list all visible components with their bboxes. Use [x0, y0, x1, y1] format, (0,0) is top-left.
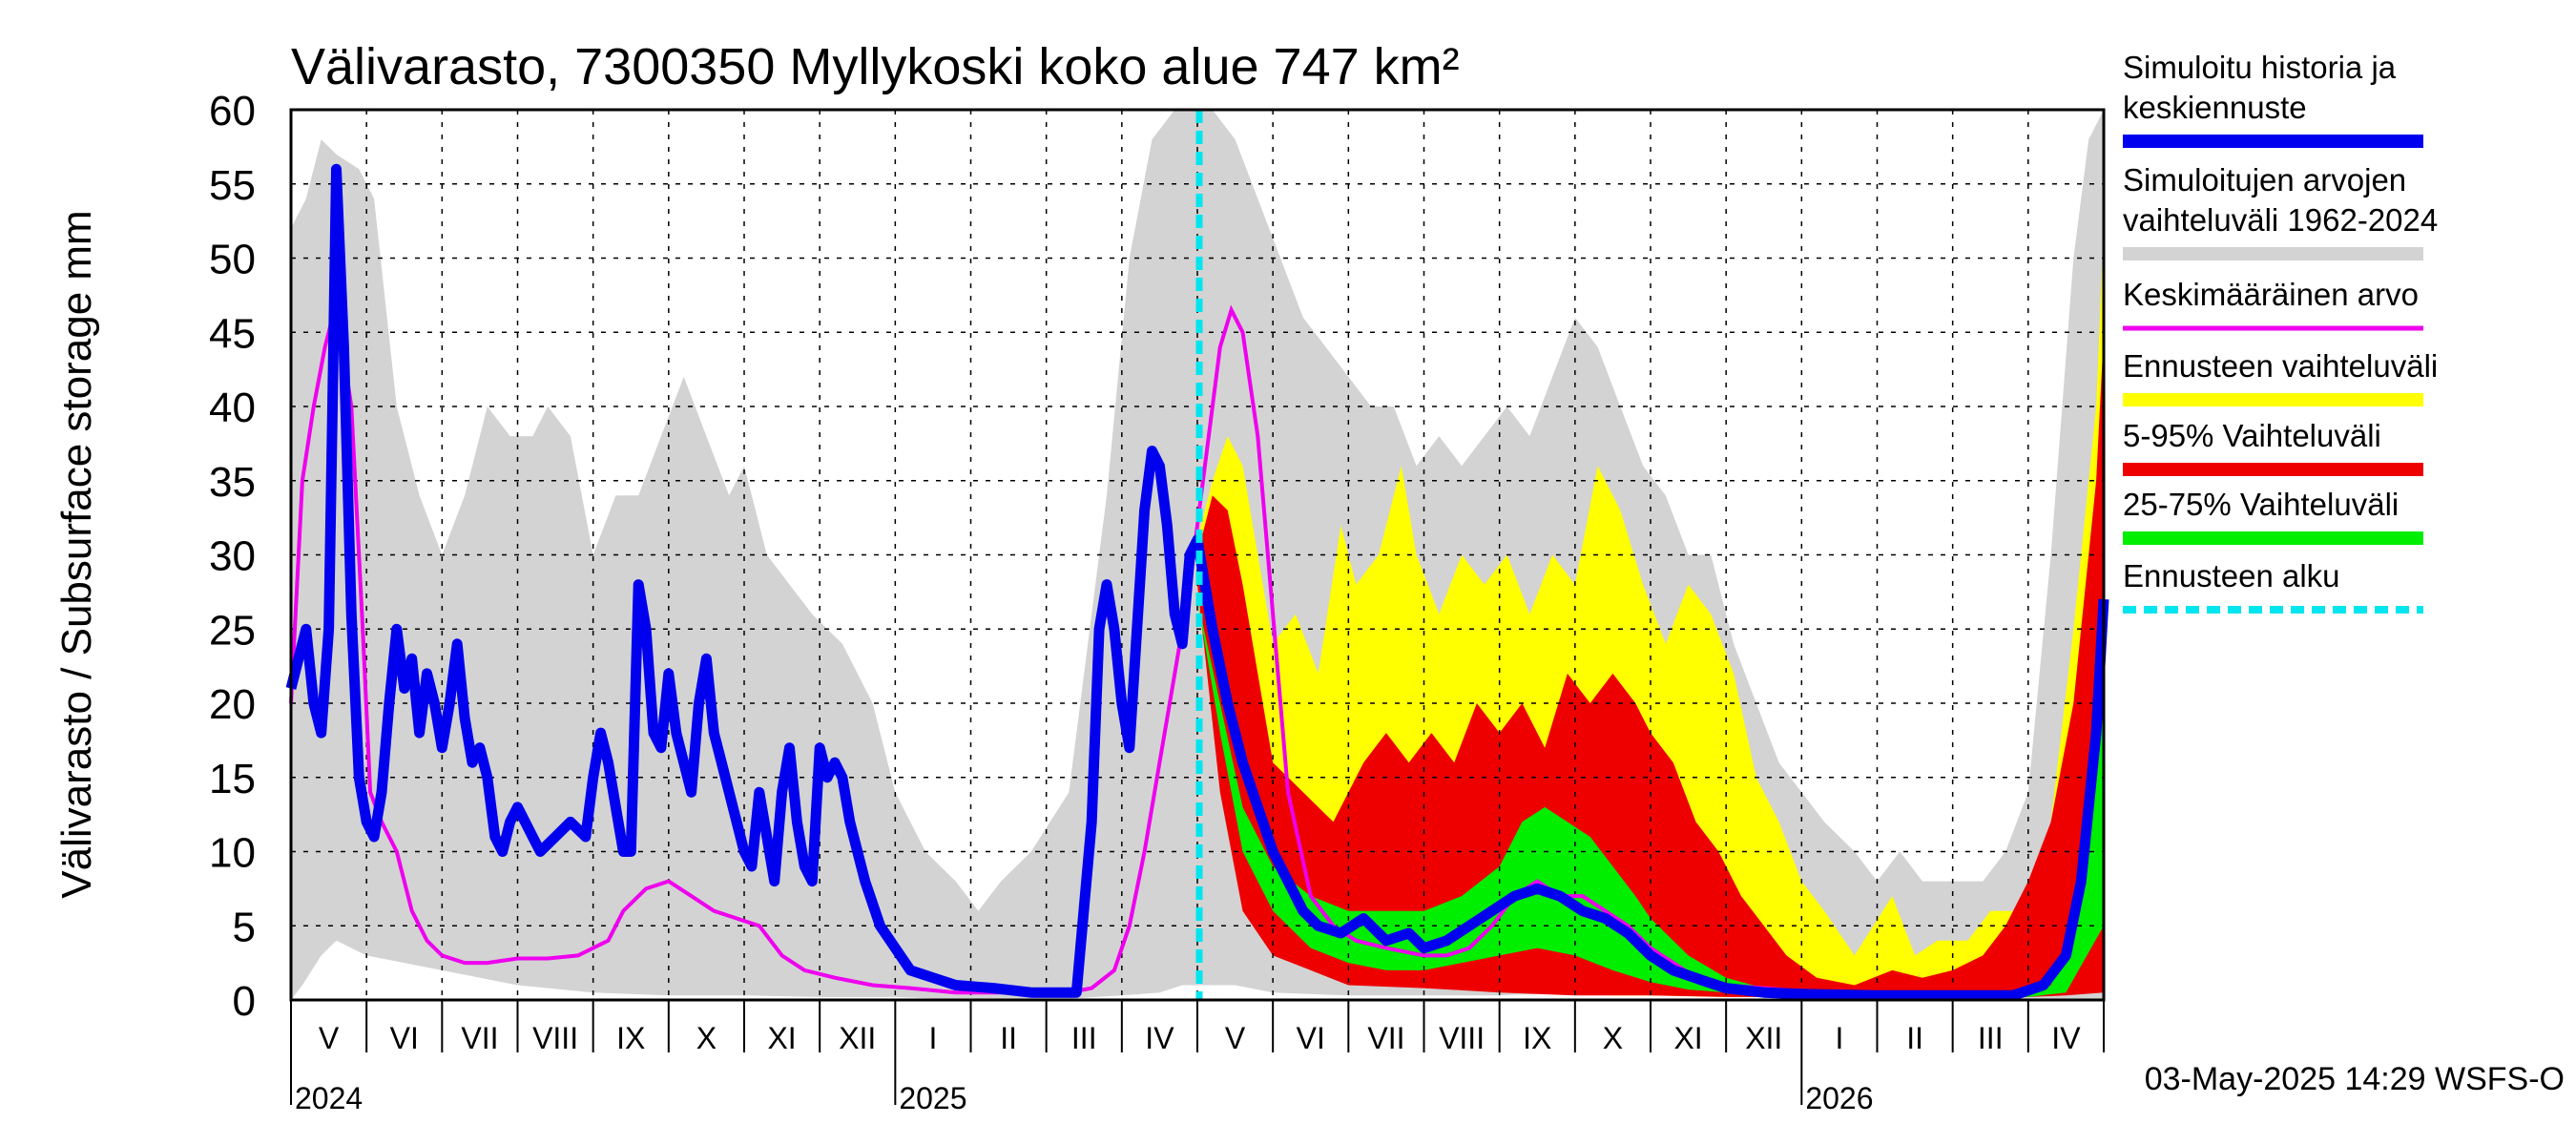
- mean-value-line: [289, 304, 2106, 995]
- y-tick-label: 25: [209, 607, 256, 654]
- month-label: XI: [767, 1021, 796, 1055]
- y-tick-label: 30: [209, 533, 256, 580]
- legend-label: keskiennuste: [2123, 90, 2307, 125]
- legend-label: Keskimääräinen arvo: [2123, 277, 2419, 312]
- month-label: X: [696, 1021, 717, 1055]
- month-label: II: [1000, 1021, 1017, 1055]
- y-tick-label: 20: [209, 681, 256, 728]
- legend-label: vaihteluväli 1962-2024: [2123, 202, 2438, 238]
- legend: Simuloitu historia ja keskiennuste Simuloi…: [2123, 50, 2438, 614]
- y-tick-label: 50: [209, 237, 256, 283]
- y-tick-label: 45: [209, 310, 256, 357]
- month-label: III: [1978, 1021, 2004, 1055]
- legend-label: 5-95% Vaihteluväli: [2123, 418, 2381, 453]
- y-tick-label: 15: [209, 756, 256, 802]
- y-axis: 0 5 10 15 20 25 30 35 40 45 50 55 60: [209, 88, 256, 1025]
- month-label: VI: [390, 1021, 419, 1055]
- year-label: 2025: [899, 1081, 966, 1115]
- y-tick-label: 5: [233, 904, 256, 950]
- legend-label: Ennusteen vaihteluväli: [2123, 348, 2438, 384]
- legend-label: Ennusteen alku: [2123, 558, 2340, 593]
- y-axis-label: Välivarasto / Subsurface storage mm: [53, 210, 100, 898]
- year-label: 2024: [295, 1081, 363, 1115]
- x-axis: V VI VII VIII IX X XI XII I II III IV V VI VII VIII IX X X…: [290, 1000, 2105, 1115]
- y-tick-label: 40: [209, 385, 256, 431]
- month-label: VII: [1367, 1021, 1404, 1055]
- y-tick-label: 0: [233, 978, 256, 1025]
- month-label: IV: [2051, 1021, 2081, 1055]
- month-label: X: [1603, 1021, 1623, 1055]
- month-label: VII: [461, 1021, 498, 1055]
- legend-label: Simuloitu historia ja: [2123, 50, 2397, 85]
- legend-label: 25-75% Vaihteluväli: [2123, 487, 2399, 522]
- month-label: VI: [1297, 1021, 1325, 1055]
- legend-label: Simuloitujen arvojen: [2123, 162, 2406, 198]
- series-lines: [285, 163, 2109, 1001]
- timestamp-footer: 03-May-2025 14:29 WSFS-O: [2145, 1061, 2565, 1097]
- month-label: V: [319, 1021, 340, 1055]
- y-tick-label: 55: [209, 162, 256, 209]
- month-label: V: [1225, 1021, 1246, 1055]
- plot-area: [285, 108, 2109, 1002]
- month-label: IX: [1523, 1021, 1551, 1055]
- month-label: IX: [616, 1021, 645, 1055]
- month-label: IV: [1145, 1021, 1174, 1055]
- month-label: III: [1071, 1021, 1097, 1055]
- month-label: II: [1906, 1021, 1923, 1055]
- month-label: VIII: [1439, 1021, 1485, 1055]
- month-label: I: [928, 1021, 937, 1055]
- month-label: XI: [1673, 1021, 1702, 1055]
- simulated-forecast-line: [285, 163, 2109, 1001]
- month-label: VIII: [532, 1021, 578, 1055]
- month-label: I: [1835, 1021, 1843, 1055]
- y-tick-label: 10: [209, 830, 256, 877]
- month-label: XII: [1745, 1021, 1782, 1055]
- chart-title: Välivarasto, 7300350 Myllykoski koko alu…: [291, 38, 1460, 95]
- y-tick-label: 35: [209, 459, 256, 506]
- year-label: 2026: [1805, 1081, 1873, 1115]
- y-tick-label: 60: [209, 88, 256, 135]
- month-label: XII: [839, 1021, 876, 1055]
